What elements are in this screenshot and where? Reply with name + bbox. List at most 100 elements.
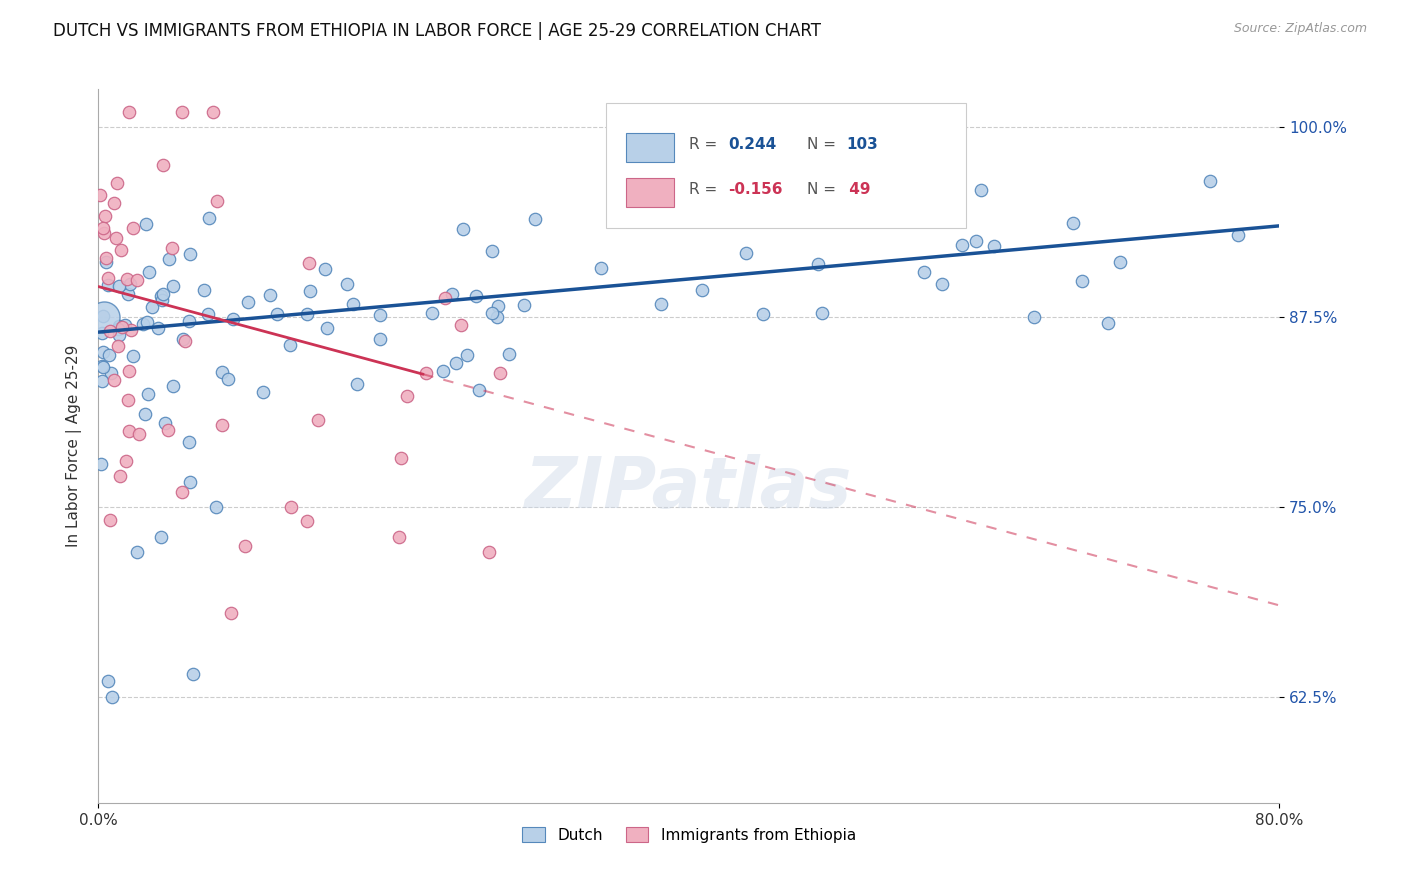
- Text: 0.244: 0.244: [728, 136, 776, 152]
- Point: [983, 239, 1005, 253]
- Point: [122, 221, 145, 235]
- Point: [94, 209, 117, 223]
- Point: [134, 407, 156, 421]
- Point: [162, 378, 184, 392]
- Point: [464, 289, 486, 303]
- Point: [108, 319, 131, 334]
- Point: [152, 158, 174, 172]
- Point: [118, 424, 141, 438]
- Point: [690, 283, 713, 297]
- Point: [91, 360, 114, 375]
- Point: [415, 366, 437, 380]
- Point: [103, 196, 125, 211]
- Point: [735, 245, 758, 260]
- Point: [233, 539, 256, 553]
- Point: [150, 293, 173, 308]
- Point: [478, 545, 501, 559]
- Point: [1109, 255, 1132, 269]
- Point: [193, 284, 215, 298]
- Point: [420, 306, 443, 320]
- Point: [90, 457, 112, 471]
- Point: [444, 356, 467, 370]
- Point: [179, 247, 201, 261]
- Point: [93, 227, 115, 241]
- Point: [181, 666, 204, 681]
- Point: [117, 287, 139, 301]
- Point: [103, 373, 125, 387]
- Point: [222, 312, 245, 326]
- Point: [650, 297, 672, 311]
- Text: N =: N =: [807, 182, 841, 196]
- Point: [152, 286, 174, 301]
- Point: [148, 320, 170, 334]
- Point: [104, 231, 127, 245]
- Point: [238, 295, 260, 310]
- FancyBboxPatch shape: [626, 178, 673, 207]
- Point: [201, 105, 224, 120]
- Point: [489, 366, 512, 380]
- Point: [451, 222, 474, 236]
- Point: [198, 211, 221, 225]
- Point: [811, 306, 834, 320]
- Point: [1071, 273, 1094, 287]
- Point: [970, 183, 993, 197]
- Point: [132, 318, 155, 332]
- Point: [481, 306, 503, 320]
- Point: [108, 469, 131, 483]
- Point: [97, 277, 120, 292]
- Point: [107, 339, 129, 353]
- Point: [108, 328, 131, 343]
- Text: 49: 49: [844, 182, 870, 196]
- Point: [117, 393, 139, 408]
- Point: [107, 322, 129, 336]
- Point: [481, 244, 503, 258]
- Point: [111, 319, 134, 334]
- Point: [297, 307, 319, 321]
- Point: [207, 194, 229, 208]
- Point: [965, 235, 987, 249]
- Text: R =: R =: [689, 136, 723, 152]
- Point: [217, 372, 239, 386]
- Point: [179, 475, 201, 490]
- Point: [89, 188, 111, 202]
- Point: [153, 416, 176, 430]
- Point: [127, 273, 149, 287]
- Point: [157, 252, 180, 267]
- Text: ZIPatlas: ZIPatlas: [526, 454, 852, 524]
- Point: [118, 105, 141, 120]
- Point: [127, 545, 149, 559]
- Point: [97, 348, 120, 362]
- Point: [150, 530, 173, 544]
- Point: [100, 690, 122, 704]
- Point: [120, 323, 142, 337]
- Point: [91, 374, 114, 388]
- Point: [115, 454, 138, 468]
- Point: [280, 500, 302, 514]
- Point: [450, 318, 472, 333]
- Point: [589, 260, 612, 275]
- Point: [485, 310, 508, 324]
- Point: [879, 212, 901, 227]
- Point: [751, 306, 773, 320]
- Point: [252, 385, 274, 400]
- Point: [219, 606, 242, 620]
- Point: [90, 326, 112, 340]
- Text: N =: N =: [807, 136, 841, 152]
- Point: [105, 176, 128, 190]
- Point: [1024, 310, 1046, 324]
- FancyBboxPatch shape: [606, 103, 966, 228]
- FancyBboxPatch shape: [626, 134, 673, 162]
- Point: [174, 334, 197, 348]
- Point: [100, 366, 122, 380]
- Point: [524, 212, 547, 227]
- Point: [97, 270, 120, 285]
- Point: [172, 105, 194, 120]
- Point: [912, 265, 935, 279]
- Point: [93, 221, 115, 235]
- Text: DUTCH VS IMMIGRANTS FROM ETHIOPIA IN LABOR FORCE | AGE 25-29 CORRELATION CHART: DUTCH VS IMMIGRANTS FROM ETHIOPIA IN LAB…: [53, 22, 821, 40]
- Point: [98, 324, 121, 338]
- Point: [91, 345, 114, 359]
- Point: [93, 310, 115, 324]
- Point: [179, 435, 201, 450]
- Point: [1062, 216, 1084, 230]
